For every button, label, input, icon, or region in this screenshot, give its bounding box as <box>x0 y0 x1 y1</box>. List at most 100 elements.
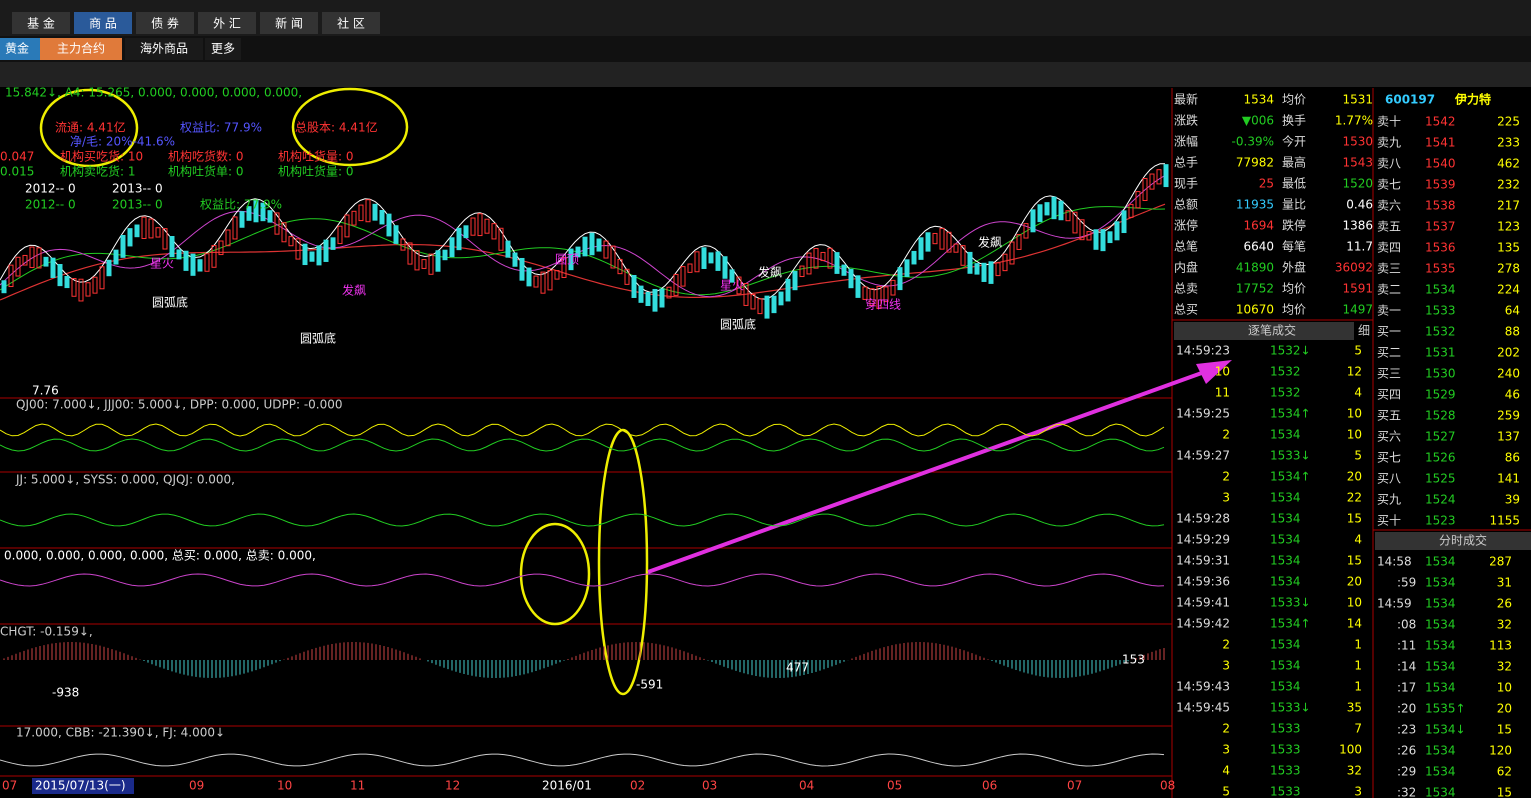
minute-volume: 32 <box>1497 618 1512 632</box>
order-label: 买三 <box>1377 367 1401 381</box>
tick-time: 3 <box>1222 659 1230 673</box>
tick-time: 14:59:23 <box>1176 344 1230 358</box>
decorative-candle <box>134 224 140 238</box>
macd-label: -938 <box>52 686 79 700</box>
decorative-candle <box>526 267 532 287</box>
decorative-candle <box>351 210 357 226</box>
date-label: 2015/07/13(一) <box>35 779 126 793</box>
decorative-candle <box>603 240 609 259</box>
decorative-candle <box>29 246 35 269</box>
indicator-header: CHGT: -0.159↓, <box>0 625 93 639</box>
order-volume: 225 <box>1497 115 1520 129</box>
minute-price: 1534 <box>1425 744 1456 758</box>
decorative-candle <box>358 204 364 222</box>
nav-tab[interactable] <box>260 12 318 34</box>
tick-volume: 100 <box>1339 743 1362 757</box>
decorative-candle <box>309 251 315 262</box>
decorative-candle <box>617 258 623 275</box>
decorative-candle <box>463 225 469 239</box>
decorative-indicator <box>0 573 1165 587</box>
tick-volume: 22 <box>1347 491 1362 505</box>
nav-tab[interactable] <box>198 12 256 34</box>
decorative-candle <box>736 276 742 295</box>
minute-price: 1534↓ <box>1425 723 1466 737</box>
nav-tab-label[interactable]: 社 区 <box>337 16 365 31</box>
subtab[interactable] <box>125 38 203 60</box>
decorative-candle <box>99 266 105 290</box>
order-label: 买六 <box>1377 430 1401 444</box>
decorative-candle <box>484 218 490 234</box>
indicator-header: 0.000, 0.000, 0.000, 0.000, 总买: 0.000, 总… <box>4 549 316 563</box>
decorative-candle <box>848 268 854 289</box>
subtab[interactable] <box>40 38 122 60</box>
minute-time: :23 <box>1397 723 1416 737</box>
tick-volume: 7 <box>1354 722 1362 736</box>
order-price: 1524 <box>1425 493 1456 507</box>
quote-value: 17752 <box>1236 282 1274 296</box>
quote-label: 量比 <box>1282 198 1306 212</box>
order-price: 1535 <box>1425 262 1456 276</box>
decorative-candle <box>190 253 196 276</box>
decorative-candle <box>547 270 553 291</box>
order-price: 1534 <box>1425 283 1456 297</box>
minute-title: 分时成交 <box>1439 533 1487 548</box>
tick-price: 1532↓ <box>1270 344 1311 358</box>
subtab-label[interactable]: 主力合约 <box>57 41 105 56</box>
minute-price: 1535↑ <box>1425 702 1466 716</box>
subtab-label[interactable]: 黄金 <box>5 41 29 56</box>
order-price: 1538 <box>1425 199 1456 213</box>
indicator-header: QJ00: 7.000↓, JJJ00: 5.000↓, DPP: 0.000,… <box>16 398 343 412</box>
quote-label: 现手 <box>1174 177 1198 191</box>
decorative-candle <box>582 236 588 257</box>
decorative-candle <box>1023 223 1029 239</box>
tick-detail[interactable]: 细 <box>1358 324 1370 338</box>
decorative-candle <box>729 269 735 283</box>
decorative-candle <box>806 252 812 275</box>
order-label: 卖四 <box>1377 241 1401 255</box>
decorative-candle <box>610 245 616 269</box>
subtab-label[interactable]: 海外商品 <box>140 41 188 56</box>
nav-tab[interactable] <box>136 12 194 34</box>
decorative-candle <box>624 268 630 285</box>
minute-price: 1534 <box>1425 786 1456 798</box>
info-label: 权益比: 77.9% <box>200 198 282 212</box>
macd-label: -591 <box>636 678 663 692</box>
subtab-label[interactable]: 更多 <box>211 42 235 56</box>
decorative-candle <box>1156 169 1162 185</box>
order-label: 卖九 <box>1377 136 1401 150</box>
decorative-candle <box>1093 229 1099 250</box>
nav-tab-label[interactable]: 债 券 <box>151 16 179 31</box>
tick-time: 14:59:41 <box>1176 596 1230 610</box>
minute-time: :26 <box>1397 744 1416 758</box>
decorative-candle <box>540 271 546 294</box>
minute-price: 1534 <box>1425 597 1456 611</box>
nav-tab-label[interactable]: 商 品 <box>89 16 117 31</box>
decorative-candle <box>953 243 959 253</box>
order-volume: 232 <box>1497 178 1520 192</box>
decorative-candle <box>813 248 819 269</box>
nav-tab[interactable] <box>12 12 70 34</box>
decorative-candle <box>470 217 476 236</box>
tick-time: 14:59:45 <box>1176 701 1230 715</box>
decorative-candle <box>995 262 1001 277</box>
subtab[interactable] <box>0 38 40 60</box>
order-price: 1540 <box>1425 157 1456 171</box>
date-label: 04 <box>799 779 814 793</box>
nav-tab-label[interactable]: 基 金 <box>27 16 55 31</box>
decorative-candle <box>1072 211 1078 234</box>
tick-time: 11 <box>1215 386 1230 400</box>
subtab[interactable] <box>205 38 241 60</box>
decorative-candle <box>505 240 511 258</box>
nav-tab-label[interactable]: 外 汇 <box>213 17 241 31</box>
highlight-ellipses <box>39 87 649 696</box>
nav-tab-label[interactable]: 新 闻 <box>275 16 303 31</box>
decorative-candle <box>883 286 889 303</box>
info-label: 机构吐货单: 0 <box>168 164 244 179</box>
nav-tab[interactable] <box>74 12 132 34</box>
nav-tab[interactable] <box>322 12 380 34</box>
decorative-candle <box>176 249 182 260</box>
quote-label: 涨跌 <box>1174 113 1198 128</box>
tick-volume: 20 <box>1347 470 1362 484</box>
order-volume: 39 <box>1505 493 1520 507</box>
decorative-candle <box>260 202 266 222</box>
